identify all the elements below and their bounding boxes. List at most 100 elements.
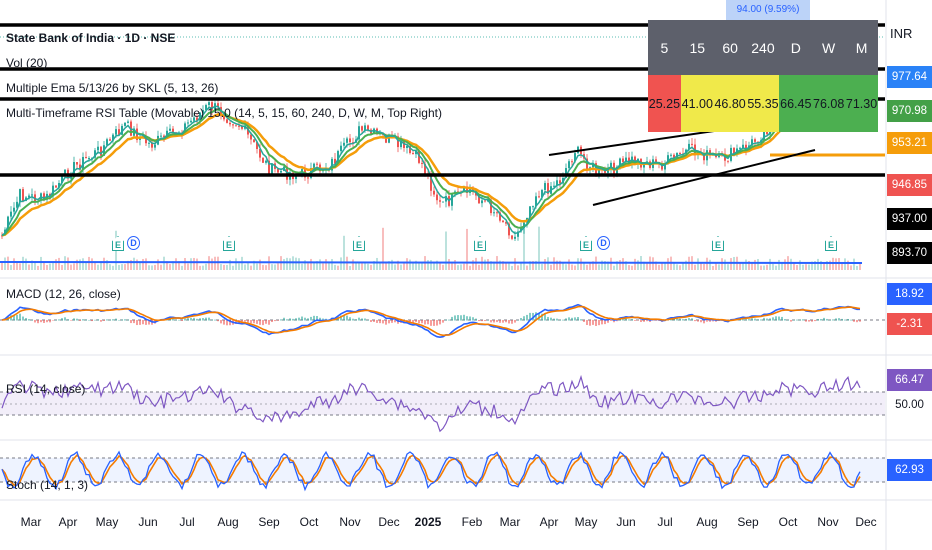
macd-histogram-bar — [463, 314, 465, 321]
volume-bar — [388, 261, 390, 270]
legend-volume[interactable]: Vol (20) — [6, 56, 48, 70]
volume-bar — [658, 264, 660, 270]
candle-body — [208, 102, 210, 106]
volume-bar — [439, 263, 441, 270]
earnings-marker[interactable]: E — [112, 236, 124, 251]
rsi-table-value: 55.35 — [746, 75, 780, 132]
macd-histogram-bar — [70, 320, 72, 321]
volume-bar — [235, 258, 237, 270]
volume-bar — [370, 264, 372, 270]
macd-histogram-bar — [256, 320, 258, 324]
volume-bar — [421, 262, 423, 270]
macd-histogram-bar — [235, 320, 237, 324]
earnings-marker[interactable]: E — [353, 236, 365, 251]
candle-body — [76, 162, 78, 165]
candle-body — [463, 186, 465, 192]
volume-bar — [298, 258, 300, 270]
macd-histogram-bar — [751, 318, 753, 321]
currency-label[interactable]: INR — [890, 26, 913, 41]
volume-bar — [550, 264, 552, 270]
macd-histogram-bar — [40, 320, 42, 323]
volume-bar — [682, 262, 684, 270]
volume-bar — [376, 257, 378, 270]
volume-bar — [103, 257, 105, 270]
candle-body — [100, 146, 102, 156]
candle-body — [598, 169, 600, 174]
candle-body — [667, 155, 669, 164]
volume-bar — [196, 258, 198, 270]
candle-body — [502, 220, 504, 223]
volume-bar — [19, 263, 21, 270]
earnings-marker[interactable]: E — [712, 236, 724, 251]
macd-histogram-bar — [370, 320, 372, 323]
macd-histogram-bar — [73, 318, 75, 321]
macd-histogram-bar — [373, 320, 375, 322]
symbol-title[interactable]: State Bank of India · 1D · NSE — [6, 31, 176, 45]
multi-timeframe-rsi-table: 5 15 60 240 D W M 25.25 41.00 46.80 55.3… — [648, 20, 878, 132]
candle-body — [547, 183, 549, 194]
volume-bar — [466, 228, 468, 270]
candle-body — [187, 122, 189, 124]
macd-histogram-bar — [847, 318, 849, 321]
earnings-marker[interactable]: E — [825, 236, 837, 251]
dividend-marker[interactable]: D — [127, 236, 140, 250]
volume-bar — [460, 264, 462, 270]
legend-stoch[interactable]: Stoch (14, 1, 3) — [6, 478, 89, 492]
candle-body — [190, 120, 192, 123]
x-axis-label: May — [574, 515, 598, 529]
volume-bar — [367, 263, 369, 270]
macd-histogram-bar — [547, 316, 549, 321]
legend-ema[interactable]: Multiple Ema 5/13/26 by SKL (5, 13, 26) — [6, 81, 219, 95]
volume-bar — [805, 264, 807, 270]
macd-histogram-bar — [100, 320, 102, 322]
volume-bar — [844, 258, 846, 270]
candle-body — [280, 171, 282, 173]
macd-histogram-bar — [709, 320, 711, 322]
macd-histogram-bar — [676, 318, 678, 321]
macd-histogram-bar — [493, 320, 495, 323]
volume-bar — [757, 259, 759, 270]
candle-body — [265, 160, 267, 163]
volume-bar — [166, 261, 168, 270]
macd-histogram-bar — [649, 320, 651, 323]
volume-bar — [490, 261, 492, 270]
volume-bar — [727, 264, 729, 270]
stoch-k-line — [1, 450, 861, 492]
macd-histogram-bar — [343, 315, 345, 321]
volume-bar — [634, 258, 636, 270]
legend-rsi-table[interactable]: Multi-Timeframe RSI Table (Movable) 15.0… — [6, 106, 442, 120]
volume-bar — [25, 258, 27, 270]
volume-bar — [64, 256, 66, 270]
volume-bar — [301, 263, 303, 270]
candle-body — [193, 117, 195, 121]
candle-body — [421, 162, 423, 164]
legend-rsi[interactable]: RSI (14, close) — [6, 382, 86, 396]
macd-histogram-bar — [295, 318, 297, 321]
earnings-marker[interactable]: E — [474, 236, 486, 251]
macd-histogram-bar — [652, 320, 654, 321]
macd-histogram-bar — [430, 320, 432, 326]
rsi-table-value: 25.25 — [648, 75, 681, 132]
legend-macd[interactable]: MACD (12, 26, close) — [6, 287, 121, 301]
volume-bar — [313, 262, 315, 270]
macd-histogram-bar — [64, 317, 66, 321]
volume-bar — [358, 262, 360, 270]
volume-bar — [778, 259, 780, 270]
candle-body — [688, 143, 690, 150]
macd-histogram-bar — [634, 320, 636, 321]
volume-bar — [760, 265, 762, 270]
earnings-marker[interactable]: E — [223, 236, 235, 251]
macd-histogram-bar — [280, 319, 282, 321]
candle-body — [244, 125, 246, 129]
volume-bar — [583, 262, 585, 270]
volume-bar — [808, 264, 810, 270]
volume-bar — [262, 264, 264, 270]
volume-bar — [172, 261, 174, 270]
price-badge-last: 946.85 — [887, 174, 932, 196]
macd-histogram-bar — [469, 316, 471, 321]
candle-body — [217, 103, 219, 108]
rsi-table-value: 41.00 — [680, 75, 714, 132]
earnings-marker[interactable]: E — [580, 236, 592, 251]
volume-bar — [565, 264, 567, 270]
dividend-marker[interactable]: D — [597, 236, 610, 250]
